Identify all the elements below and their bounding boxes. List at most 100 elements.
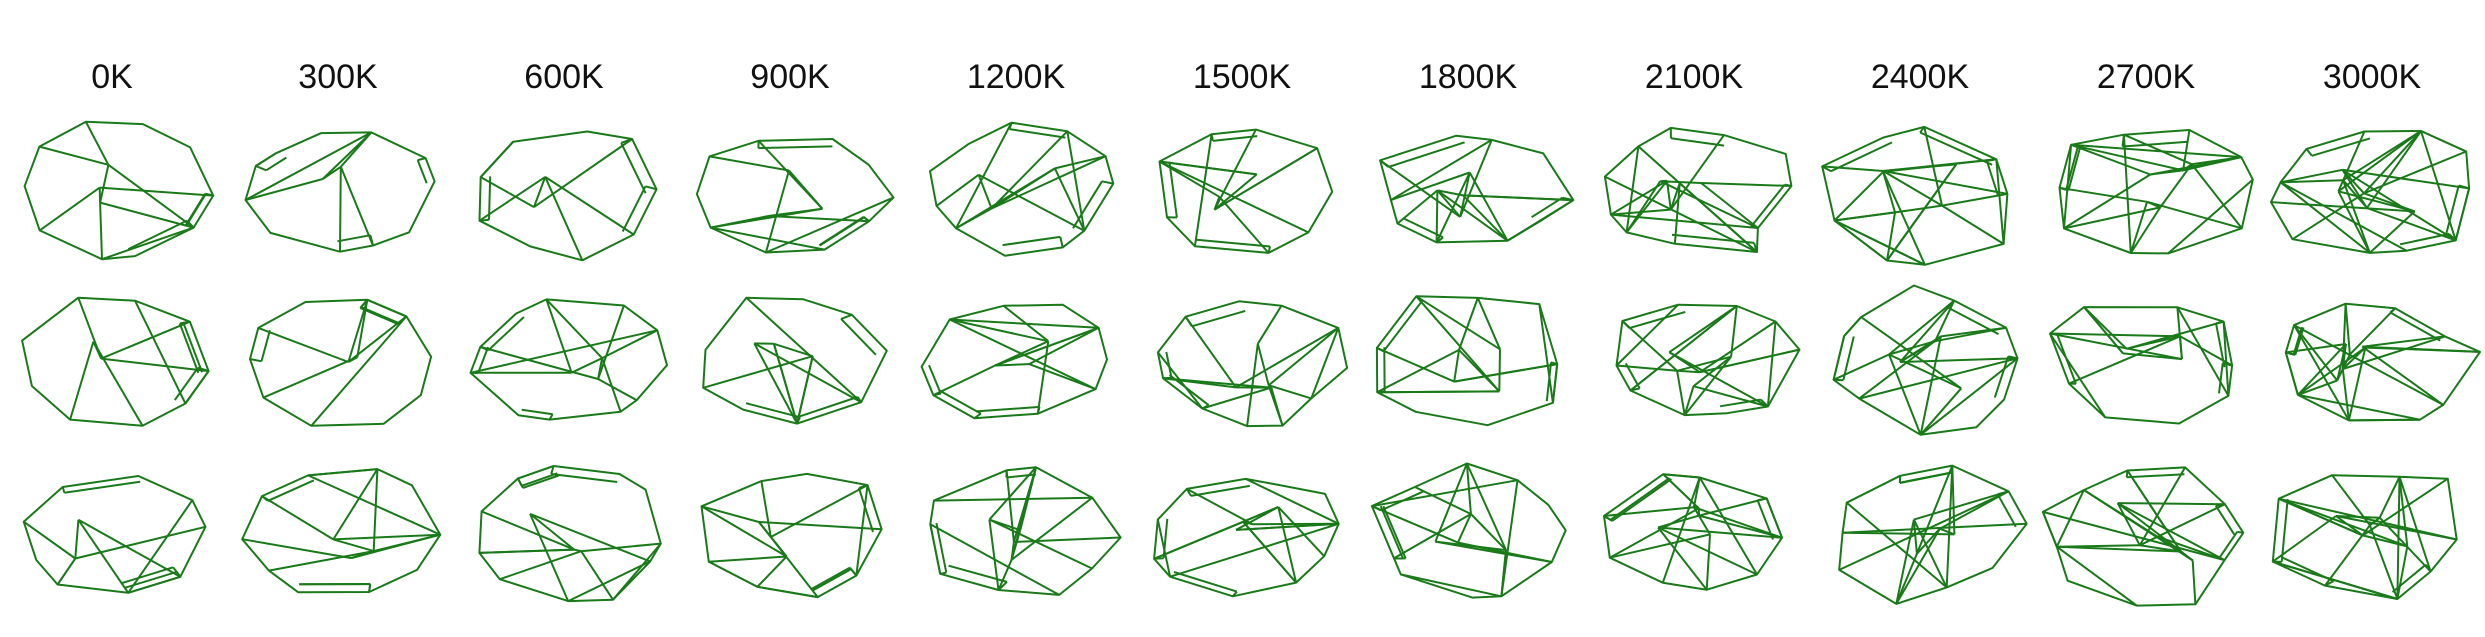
polyhedron-outline xyxy=(469,298,668,421)
polyhedron-edge xyxy=(571,357,603,374)
polyhedron-edge xyxy=(242,538,352,560)
polyhedron-edge xyxy=(2341,168,2457,242)
polyhedron-2400k-row-3 xyxy=(1838,464,2028,605)
polyhedron-edge xyxy=(550,465,555,475)
polyhedron-edge xyxy=(1268,384,1312,400)
polyhedron-outline xyxy=(21,296,210,427)
polyhedron-edge xyxy=(2278,497,2408,548)
polyhedron-edge xyxy=(333,538,374,553)
polyhedron-edge xyxy=(529,512,651,563)
polyhedron-edge xyxy=(1382,505,1407,559)
polyhedron-edge xyxy=(1629,310,1686,330)
polyhedron-edge xyxy=(1235,327,1339,389)
polyhedron-edge xyxy=(1235,522,1339,531)
polyhedron-edge xyxy=(1609,533,1711,559)
polyhedron-edge xyxy=(134,300,187,404)
polyhedron-edge xyxy=(1414,486,1472,515)
polyhedron-edge xyxy=(360,306,401,325)
polyhedron-edge xyxy=(1277,506,1298,583)
polyhedron-edge xyxy=(2070,143,2151,176)
polyhedron-edge xyxy=(2063,206,2161,230)
polyhedron-edge xyxy=(310,315,408,427)
polyhedron-edge xyxy=(1393,513,1472,560)
polyhedron-edge xyxy=(933,496,1093,502)
polyhedron-edge xyxy=(1693,506,1783,539)
polyhedron-edge xyxy=(1072,180,1103,229)
polyhedron-edge xyxy=(2420,130,2467,153)
polyhedron-edge xyxy=(69,341,95,420)
polyhedron-edge xyxy=(1784,183,1792,187)
polyhedron-edge xyxy=(1009,128,1066,139)
polyhedron-edge xyxy=(995,363,1030,367)
polyhedron-outline xyxy=(702,296,888,425)
polyhedron-edge xyxy=(548,413,554,421)
polyhedron-edge xyxy=(1698,514,1783,539)
polyhedron-edge xyxy=(2215,323,2226,368)
polyhedron-edge xyxy=(2362,477,2449,537)
polyhedron-edge xyxy=(2156,535,2194,562)
polyhedron-edge xyxy=(2059,186,2148,203)
polyhedron-3000k-row-3 xyxy=(2271,474,2458,600)
polyhedron-edge xyxy=(2056,545,2138,607)
polyhedron-edge xyxy=(2324,580,2334,587)
polyhedron-edge xyxy=(478,176,546,222)
polyhedron-edge xyxy=(1396,189,1439,225)
polyhedron-edge xyxy=(2121,134,2125,147)
polyhedron-edge xyxy=(2342,168,2470,190)
polyhedron-edge xyxy=(2285,351,2296,356)
polyhedron-edge xyxy=(948,564,1008,583)
temperature-label-900k: 900K xyxy=(750,58,830,96)
polyhedron-edge xyxy=(1376,349,1460,394)
polyhedron-edge xyxy=(1834,211,1896,222)
polyhedron-edge xyxy=(545,298,603,359)
polyhedron-edge xyxy=(107,163,195,229)
polyhedron-edge xyxy=(2116,502,2141,546)
polyhedron-edge xyxy=(2292,326,2303,355)
polyhedron-edge xyxy=(522,474,559,489)
polyhedron-edge xyxy=(1190,484,1250,497)
polyhedron-edge xyxy=(1379,159,1390,168)
polyhedron-edge xyxy=(1437,189,1464,197)
polyhedron-edge xyxy=(1436,189,1461,218)
polyhedron-edge xyxy=(255,152,277,167)
polyhedron-edge xyxy=(2342,130,2422,182)
polyhedron-edge xyxy=(1202,386,1272,410)
polyhedron-edge xyxy=(1995,159,2005,244)
polyhedron-edge xyxy=(2398,476,2432,572)
polyhedron-edge xyxy=(2146,200,2243,230)
polyhedron-edge xyxy=(1659,180,1759,229)
polyhedron-edge xyxy=(1693,506,1711,535)
polyhedron-edge xyxy=(1765,498,1783,539)
polyhedron-edge xyxy=(1669,134,1725,211)
polyhedron-edge xyxy=(1454,363,1558,383)
polyhedron-edge xyxy=(2190,163,2243,229)
polyhedron-edge xyxy=(544,176,584,261)
polyhedron-edge xyxy=(2139,544,2181,553)
polyhedron-edge xyxy=(488,176,492,220)
polyhedron-edge xyxy=(2396,546,2409,600)
polyhedron-edge xyxy=(1701,182,1792,187)
polyhedron-outline xyxy=(241,468,442,594)
polyhedron-edge xyxy=(61,486,66,493)
polyhedron-edge xyxy=(2122,352,2182,361)
polyhedron-edge xyxy=(99,164,110,203)
polyhedron-edge xyxy=(2291,192,2365,241)
polyhedron-edge xyxy=(366,298,407,318)
polyhedron-edge xyxy=(1382,299,1424,352)
polyhedron-edge xyxy=(818,216,865,247)
polyhedron-edge xyxy=(700,505,788,558)
polyhedron-edge xyxy=(1213,173,1258,211)
polyhedron-edge xyxy=(332,468,379,540)
polyhedron-edge xyxy=(178,323,200,374)
polyhedron-edge xyxy=(989,518,1021,532)
polyhedron-edge xyxy=(337,234,371,243)
polyhedron-edge xyxy=(1833,353,1890,381)
polyhedron-edge xyxy=(2222,321,2230,396)
polyhedron-edge xyxy=(1377,390,1385,394)
polyhedron-edge xyxy=(1551,363,1559,403)
polyhedron-edge xyxy=(2398,476,2409,547)
polyhedron-edge xyxy=(621,185,647,232)
polyhedron-edge xyxy=(2347,347,2367,421)
polyhedron-edge xyxy=(2305,148,2313,157)
polyhedron-edge xyxy=(1919,131,1993,166)
